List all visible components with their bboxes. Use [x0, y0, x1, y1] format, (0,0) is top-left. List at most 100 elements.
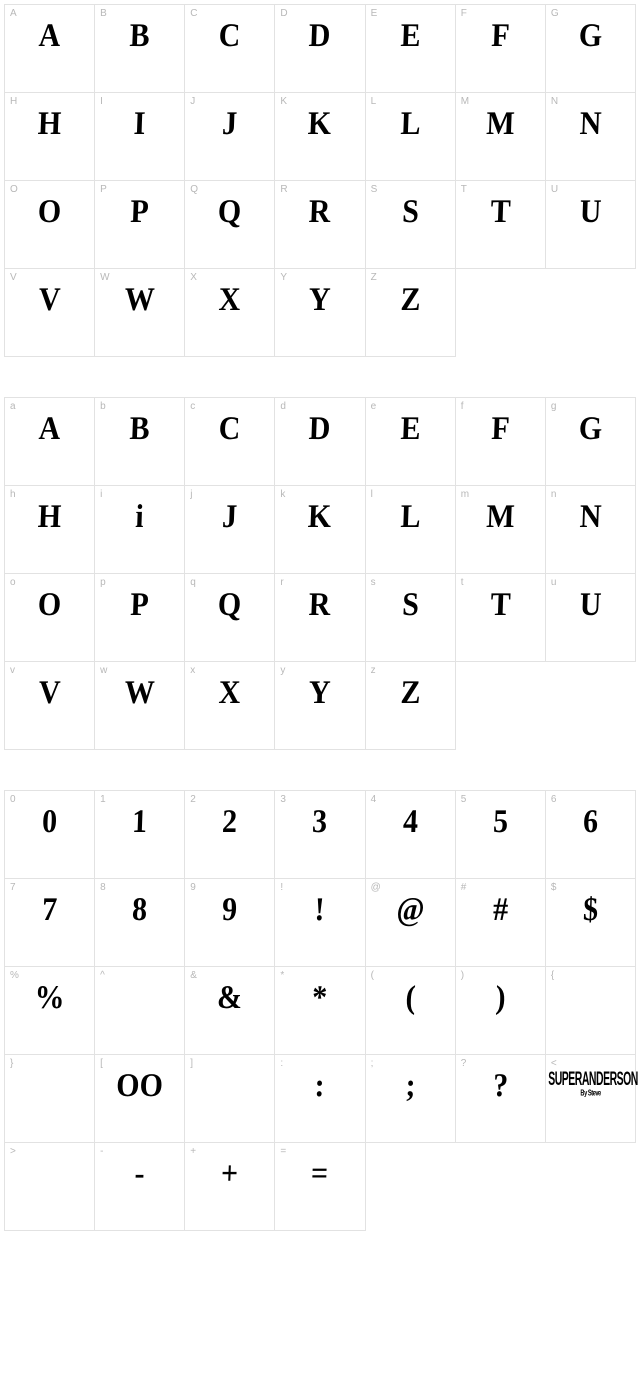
glyph-char: # [455, 894, 545, 927]
cell-label: U [551, 184, 558, 195]
glyph-cell: 55 [456, 791, 546, 879]
glyph-char: N [545, 501, 635, 534]
glyph-char: 6 [545, 806, 635, 839]
glyph-char: @ [365, 894, 455, 927]
glyph-char: D [275, 413, 365, 446]
cell-label: N [551, 96, 558, 107]
cell-label: ! [280, 882, 283, 893]
glyph-cell: ## [456, 879, 546, 967]
glyph-cell: 44 [366, 791, 456, 879]
cell-label: F [461, 8, 467, 19]
glyph-char: D [275, 20, 365, 53]
glyph-cell: GG [546, 5, 636, 93]
glyph-cell: FF [456, 5, 546, 93]
glyph-cell: qQ [185, 574, 275, 662]
glyph-char: V [4, 677, 94, 710]
glyph-cell: 77 [5, 879, 95, 967]
cell-label: 5 [461, 794, 467, 805]
glyph-char: E [365, 413, 455, 446]
cell-label: t [461, 577, 464, 588]
glyph-char: i [95, 501, 185, 534]
glyph-char: = [275, 1158, 365, 1191]
cell-label: b [100, 401, 106, 412]
glyph-cell: pP [95, 574, 185, 662]
glyph-cell: ^ [95, 967, 185, 1055]
glyph-cell: CC [185, 5, 275, 93]
cell-label: o [10, 577, 16, 588]
cell-label: % [10, 970, 19, 981]
cell-label: : [280, 1058, 283, 1069]
glyph-cell: dD [275, 398, 365, 486]
glyph-char: Z [365, 677, 455, 710]
cell-label: & [190, 970, 197, 981]
glyph-char: Y [275, 677, 365, 710]
glyph-char: R [275, 196, 365, 229]
glyph-char: C [185, 413, 275, 446]
cell-label: 2 [190, 794, 196, 805]
cell-label: + [190, 1146, 196, 1157]
glyph-char: M [455, 108, 545, 141]
glyph-char: ! [275, 894, 365, 927]
cell-label: { [551, 970, 554, 981]
cell-label: z [371, 665, 376, 676]
glyph-cell: { [546, 967, 636, 1055]
glyph-cell: rR [275, 574, 365, 662]
glyph-char: - [95, 1158, 185, 1191]
cell-label: d [280, 401, 286, 412]
cell-label: S [371, 184, 378, 195]
cell-label: P [100, 184, 107, 195]
glyph-char: L [365, 108, 455, 141]
cell-label: R [280, 184, 287, 195]
cell-label: B [100, 8, 107, 19]
cell-label: L [371, 96, 377, 107]
cell-label: x [190, 665, 195, 676]
glyph-cell: HH [5, 93, 95, 181]
glyph-cell: KK [275, 93, 365, 181]
cell-label: } [10, 1058, 13, 1069]
glyph-char: 4 [365, 806, 455, 839]
glyph-cell: 66 [546, 791, 636, 879]
cell-label: e [371, 401, 377, 412]
glyph-char: Z [365, 284, 455, 317]
glyph-cell: VV [5, 269, 95, 357]
glyph-char: $ [545, 894, 635, 927]
glyph-logo: SUPERANDERSONBy Steve [548, 1071, 633, 1100]
cell-label: [ [100, 1058, 103, 1069]
glyph-char: T [455, 196, 545, 229]
glyph-char: G [545, 413, 635, 446]
empty-cell [366, 1143, 456, 1231]
glyph-cell: II [95, 93, 185, 181]
cell-label: O [10, 184, 18, 195]
glyph-char: ) [455, 982, 545, 1015]
glyph-cell: aA [5, 398, 95, 486]
cell-label: I [100, 96, 103, 107]
cell-label: G [551, 8, 559, 19]
glyph-char: : [275, 1070, 365, 1103]
glyph-char: 2 [185, 806, 275, 839]
glyph-char: S [365, 589, 455, 622]
glyph-char: 5 [455, 806, 545, 839]
empty-cell [456, 1143, 546, 1231]
glyph-char: Q [185, 589, 275, 622]
cell-label: J [190, 96, 195, 107]
glyph-char: F [455, 20, 545, 53]
glyph-char: 9 [185, 894, 275, 927]
glyph-char: H [4, 108, 94, 141]
cell-label: T [461, 184, 467, 195]
glyph-char: U [545, 196, 635, 229]
glyph-cell: bB [95, 398, 185, 486]
glyph-char: U [545, 589, 635, 622]
glyph-cell: jJ [185, 486, 275, 574]
glyph-cell: NN [546, 93, 636, 181]
glyph-char: F [455, 413, 545, 446]
glyph-cell: tT [456, 574, 546, 662]
cell-label: ( [371, 970, 374, 981]
glyph-char: OO [95, 1070, 185, 1103]
glyph-char: 3 [275, 806, 365, 839]
glyph-cell: eE [366, 398, 456, 486]
cell-label: 8 [100, 882, 106, 893]
cell-label: 1 [100, 794, 106, 805]
cell-label: E [371, 8, 378, 19]
glyph-char: ? [455, 1070, 545, 1103]
cell-label: ^ [100, 970, 105, 981]
